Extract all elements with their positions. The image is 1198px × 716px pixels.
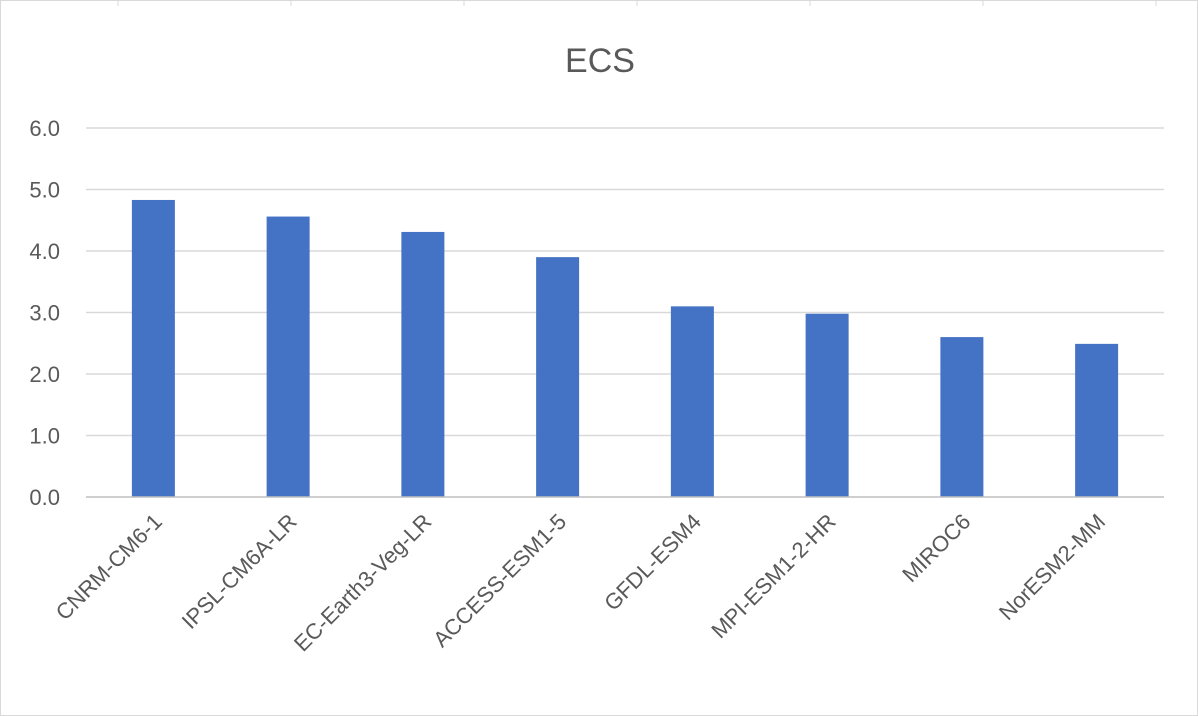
x-axis-tick-labels: CNRM-CM6-1 IPSL-CM6A-LREC-Earth3-Veg-LRAC… (51, 509, 1110, 656)
bar (536, 257, 580, 497)
bars (131, 199, 1119, 497)
x-tick-label: MPI-ESM1-2-HR (706, 509, 840, 643)
y-tick-label: 4.0 (29, 239, 60, 264)
bar (670, 306, 714, 497)
x-tick-label: ACCESS-ESM1-5 (428, 509, 571, 652)
y-tick-label: 3.0 (29, 301, 60, 326)
spreadsheet-gridlines (117, 0, 1157, 6)
x-tick-label: CNRM-CM6-1 (51, 509, 167, 625)
bar (1075, 343, 1119, 497)
x-tick-label: EC-Earth3-Veg-LR (289, 509, 436, 656)
y-tick-label: 6.0 (29, 116, 60, 141)
bar (401, 231, 445, 497)
y-tick-label: 0.0 (29, 485, 60, 510)
x-tick-label: NorESM2-MM (994, 509, 1110, 625)
y-tick-label: 1.0 (29, 424, 60, 449)
bar (266, 216, 310, 497)
chart-title: ECS (565, 42, 635, 80)
bar (805, 313, 849, 497)
x-tick-label: IPSL-CM6A-LR (177, 509, 302, 634)
bar (131, 199, 175, 497)
y-tick-label: 2.0 (29, 362, 60, 387)
y-gridlines (86, 127, 1164, 437)
bar (940, 337, 984, 497)
x-tick-label: GFDL-ESM4 (599, 509, 706, 616)
y-tick-label: 5.0 (29, 178, 60, 203)
y-axis-tick-labels: 0.0 1.0 2.0 3.0 4.0 5.0 6.0 (29, 116, 60, 510)
x-tick-label: MIROC6 (897, 509, 975, 587)
